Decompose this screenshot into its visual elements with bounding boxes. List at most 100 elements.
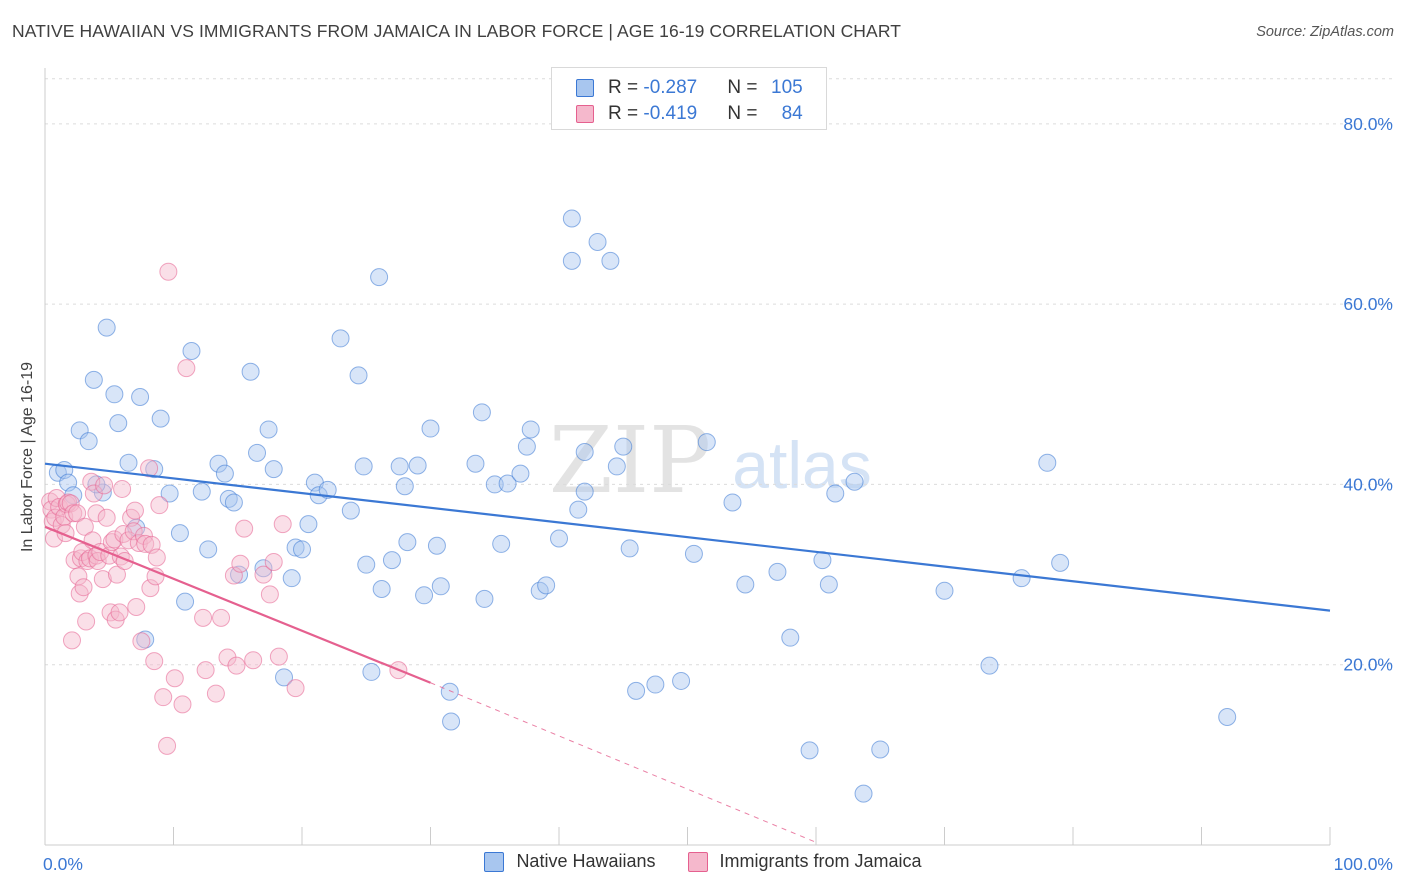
point-native-hawaiians: [854, 784, 873, 803]
point-native-hawaiians: [442, 712, 461, 731]
point-jamaica: [113, 479, 132, 498]
point-native-hawaiians: [723, 493, 742, 512]
point-native-hawaiians: [398, 533, 417, 552]
point-jamaica: [212, 608, 231, 627]
point-jamaica: [235, 519, 254, 538]
point-native-hawaiians: [357, 555, 376, 574]
n-value: 84: [781, 103, 803, 124]
point-native-hawaiians: [1218, 707, 1237, 726]
watermark-atlas: atlas: [732, 428, 871, 502]
point-jamaica: [269, 647, 288, 666]
point-jamaica: [231, 554, 250, 573]
point-native-hawaiians: [415, 586, 434, 605]
point-native-hawaiians: [684, 544, 703, 563]
point-jamaica: [165, 669, 184, 688]
point-jamaica: [147, 548, 166, 567]
point-native-hawaiians: [84, 370, 103, 389]
point-jamaica: [124, 522, 143, 541]
point-native-hawaiians: [354, 457, 373, 476]
point-native-hawaiians: [537, 576, 556, 595]
y-tick-label: 40.0%: [1343, 474, 1393, 494]
point-native-hawaiians: [331, 329, 350, 348]
point-jamaica: [74, 578, 93, 597]
point-native-hawaiians: [627, 681, 646, 700]
point-native-hawaiians: [119, 453, 138, 472]
trend-line-native-hawaiians: [44, 462, 1331, 612]
r-label: R =: [608, 77, 644, 98]
point-jamaica: [78, 552, 97, 571]
point-jamaica: [62, 631, 81, 650]
point-jamaica: [132, 632, 151, 651]
point-jamaica: [136, 534, 155, 553]
point-native-hawaiians: [845, 472, 864, 491]
point-native-hawaiians: [1012, 569, 1031, 588]
point-native-hawaiians: [768, 562, 787, 581]
point-jamaica: [194, 608, 213, 627]
point-native-hawaiians: [672, 671, 691, 690]
point-native-hawaiians: [521, 420, 540, 439]
y-tick-label: 20.0%: [1343, 655, 1393, 675]
point-native-hawaiians: [511, 464, 530, 483]
point-native-hawaiians: [176, 592, 195, 611]
point-jamaica: [75, 517, 94, 536]
point-jamaica: [196, 661, 215, 680]
point-jamaica: [93, 570, 112, 589]
point-jamaica: [273, 515, 292, 534]
point-jamaica: [159, 262, 178, 281]
point-jamaica: [141, 579, 160, 598]
point-jamaica: [77, 612, 96, 631]
point-jamaica: [95, 476, 114, 495]
point-native-hawaiians: [264, 460, 283, 479]
source-label: Source: ZipAtlas.com: [1256, 24, 1394, 40]
point-native-hawaiians: [160, 484, 179, 503]
point-native-hawaiians: [472, 403, 491, 422]
point-native-hawaiians: [109, 414, 128, 433]
point-jamaica: [105, 530, 124, 549]
legend-row-jamaica: R = -0.419 N = 84: [576, 102, 803, 126]
point-native-hawaiians: [562, 251, 581, 270]
r-label: R =: [608, 103, 644, 124]
point-jamaica: [177, 359, 196, 378]
legend-swatch-pink: [576, 105, 594, 123]
point-native-hawaiians: [697, 433, 716, 452]
point-native-hawaiians: [1038, 453, 1057, 472]
point-native-hawaiians: [282, 569, 301, 588]
point-native-hawaiians: [105, 385, 124, 404]
point-native-hawaiians: [475, 589, 494, 608]
point-native-hawaiians: [562, 209, 581, 228]
point-native-hawaiians: [145, 460, 164, 479]
point-native-hawaiians: [492, 534, 511, 553]
n-value: 105: [771, 77, 803, 98]
point-native-hawaiians: [466, 454, 485, 473]
point-native-hawaiians: [349, 366, 368, 385]
point-native-hawaiians: [607, 457, 626, 476]
point-native-hawaiians: [485, 475, 504, 494]
point-native-hawaiians: [1051, 553, 1070, 572]
point-native-hawaiians: [390, 457, 409, 476]
point-native-hawaiians: [935, 581, 954, 600]
point-native-hawaiians: [224, 493, 243, 512]
point-native-hawaiians: [980, 656, 999, 675]
point-native-hawaiians: [498, 474, 517, 493]
point-native-hawaiians: [601, 251, 620, 270]
point-native-hawaiians: [871, 740, 890, 759]
point-native-hawaiians: [800, 741, 819, 760]
point-native-hawaiians: [254, 559, 273, 578]
point-native-hawaiians: [259, 420, 278, 439]
point-native-hawaiians: [440, 682, 459, 701]
point-native-hawaiians: [215, 464, 234, 483]
point-native-hawaiians: [395, 477, 414, 496]
point-jamaica: [173, 695, 192, 714]
point-native-hawaiians: [131, 387, 150, 406]
point-native-hawaiians: [241, 362, 260, 381]
y-tick-label: 80.0%: [1343, 114, 1393, 134]
point-native-hawaiians: [408, 456, 427, 475]
point-jamaica: [244, 651, 263, 670]
legend-item-native-hawaiians: Native Hawaiians: [484, 851, 656, 872]
x-tick-label: 0.0%: [43, 854, 83, 874]
point-native-hawaiians: [819, 575, 838, 594]
legend-label: Immigrants from Jamaica: [719, 851, 922, 871]
point-native-hawaiians: [286, 538, 305, 557]
point-jamaica: [46, 508, 65, 527]
